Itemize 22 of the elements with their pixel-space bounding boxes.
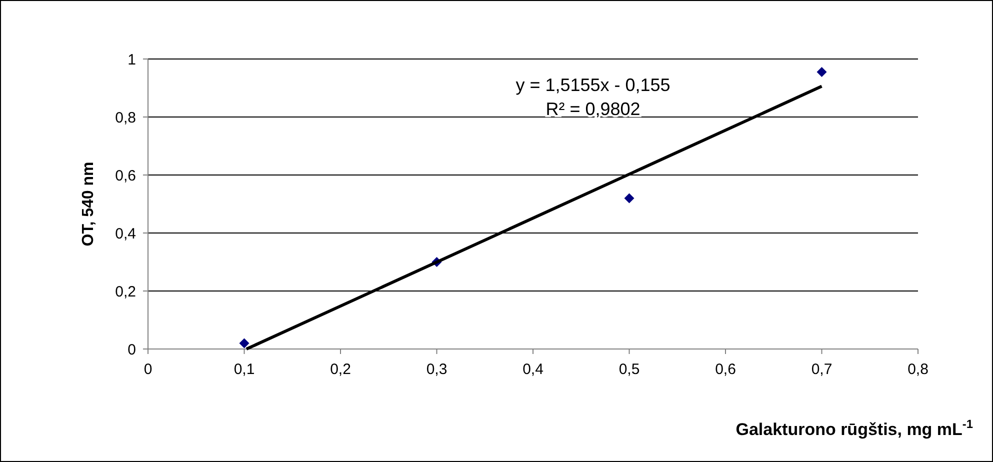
point [624, 193, 634, 204]
x-tick-label: 0,8 [908, 361, 928, 378]
y-tick-label: 0,6 [115, 167, 136, 184]
x-tick-label: 0,5 [618, 361, 640, 378]
annotation: R² = 0,9802 [546, 99, 640, 119]
x-axis-title: Galakturono rūgštis, mg mL$^{-1}$ [736, 417, 974, 439]
point [816, 67, 827, 78]
annotation: y = 1,5155x - 0,155 [516, 75, 670, 95]
x-tick-label: 0,3 [426, 361, 448, 378]
y-tick-label: 0,8 [115, 109, 136, 126]
x-tick-label: 0,7 [811, 361, 832, 378]
y-tick-label: 1 [128, 51, 136, 68]
y-tick-label: 0 [128, 341, 136, 358]
x-tick-label: 0,1 [234, 361, 255, 378]
y-tick-label: 0,4 [115, 225, 136, 242]
point [239, 338, 250, 348]
x-tick-label: 0 [144, 361, 152, 378]
x-tick-label: 0,2 [330, 361, 351, 378]
y-axis-title: OT, 540 nm [80, 162, 97, 246]
x-tick-label: 0,6 [715, 361, 736, 378]
y-tick-label: 0,2 [115, 283, 136, 300]
x-tick-label: 0,4 [522, 361, 544, 378]
